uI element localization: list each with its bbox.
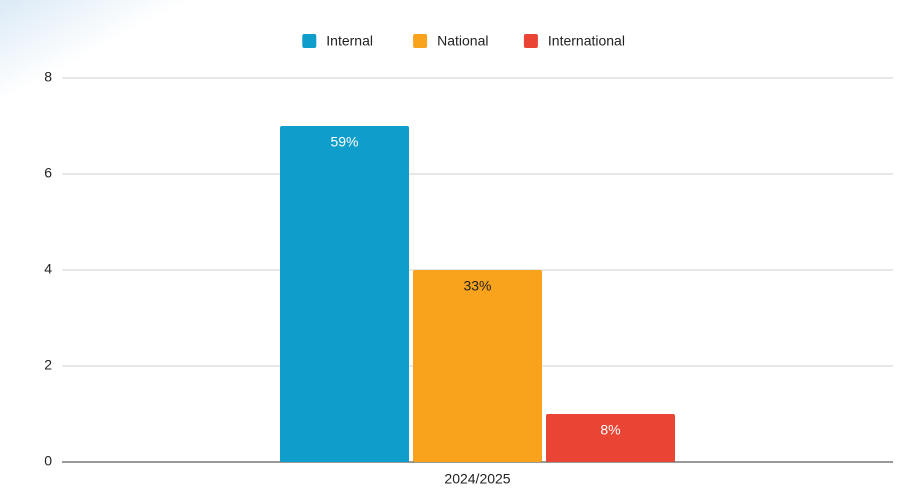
bar — [280, 126, 409, 462]
y-tick-label: 0 — [44, 453, 52, 469]
legend-swatch — [523, 34, 538, 48]
legend-label: National — [437, 33, 488, 49]
legend-label: Internal — [326, 33, 373, 49]
x-tick-label: 2024/2025 — [444, 471, 510, 487]
y-tick-label: 6 — [44, 165, 52, 181]
legend-swatch — [302, 34, 317, 48]
data-label: 59% — [330, 134, 358, 150]
y-tick-label: 4 — [44, 261, 52, 277]
data-label: 33% — [463, 278, 491, 294]
bar — [546, 414, 675, 462]
legend-label: International — [548, 33, 625, 49]
y-tick-label: 2 — [44, 357, 52, 373]
data-label: 8% — [600, 422, 620, 438]
legend-swatch — [413, 34, 428, 48]
bar — [413, 270, 542, 462]
y-tick-label: 8 — [44, 69, 52, 85]
